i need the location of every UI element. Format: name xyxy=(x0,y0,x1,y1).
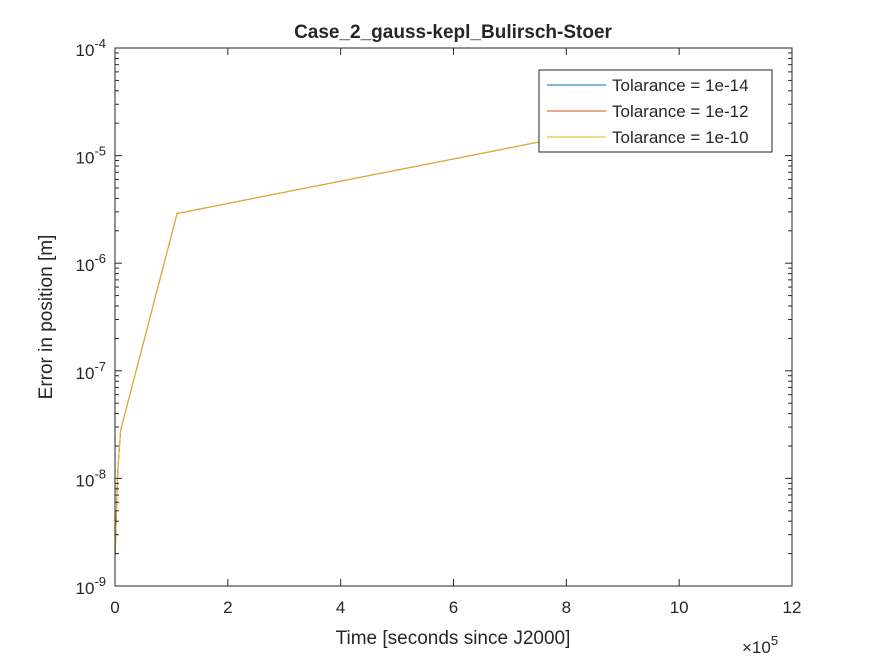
y-tick-base: 10 xyxy=(76,149,95,168)
x-tick-label: 6 xyxy=(449,598,458,617)
y-tick-base: 10 xyxy=(76,579,95,598)
y-tick-label: 10-8 xyxy=(76,466,106,490)
y-tick-base: 10 xyxy=(76,256,95,275)
y-tick-base: 10 xyxy=(76,471,95,490)
x-axis-exponent: ×105 xyxy=(742,633,778,656)
y-tick-label: 10-4 xyxy=(76,36,106,60)
series-layer xyxy=(114,136,567,557)
x-tick-label: 12 xyxy=(783,598,802,617)
chart-title: Case_2_gauss-kepl_Bulirsch-Stoer xyxy=(294,22,612,43)
y-tick-exponent: -5 xyxy=(94,144,106,159)
x-tick-label: 0 xyxy=(110,598,119,617)
x-tick-label: 4 xyxy=(336,598,345,617)
y-tick-exponent: -8 xyxy=(94,466,106,481)
y-tick-exponent: -6 xyxy=(94,251,106,266)
y-tick-label: 10-6 xyxy=(76,251,106,275)
y-tick-label: 10-7 xyxy=(76,359,106,383)
x-tick-label: 2 xyxy=(223,598,232,617)
series-line-3 xyxy=(114,136,567,557)
y-axis-label: Error in position [m] xyxy=(36,235,57,400)
x-tick-label: 10 xyxy=(670,598,689,617)
legend-label-2: Tolarance = 1e-12 xyxy=(612,102,749,121)
legend[interactable]: Tolarance = 1e-14 Tolarance = 1e-12 Tolara… xyxy=(538,69,773,153)
x-exponent-power: 5 xyxy=(771,633,778,648)
legend-label-1: Tolarance = 1e-14 xyxy=(612,76,749,95)
x-axis-label: Time [seconds since J2000] xyxy=(336,628,571,649)
y-tick-base: 10 xyxy=(76,364,95,383)
y-tick-exponent: -9 xyxy=(94,574,106,589)
x-tick-label: 8 xyxy=(562,598,571,617)
y-tick-label: 10-9 xyxy=(76,574,106,598)
y-tick-label: 10-5 xyxy=(76,144,106,168)
legend-label-3: Tolarance = 1e-10 xyxy=(612,128,749,147)
y-tick-base: 10 xyxy=(76,41,95,60)
y-tick-exponent: -7 xyxy=(94,359,106,374)
x-exponent-base: ×10 xyxy=(742,638,771,656)
y-tick-exponent: -4 xyxy=(94,36,106,51)
